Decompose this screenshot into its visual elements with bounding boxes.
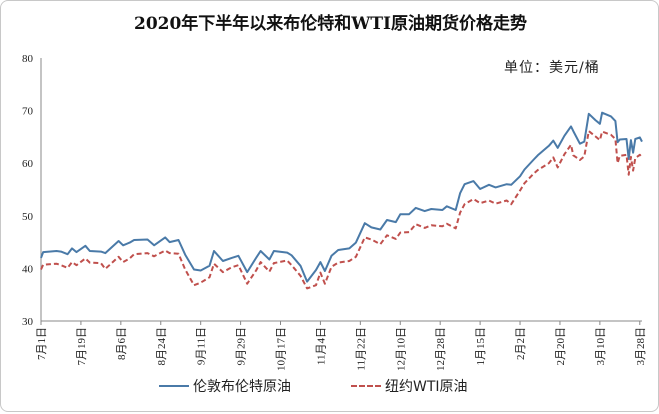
y-tick-label: 70 (22, 106, 34, 118)
legend-item-wti: 纽约WTI原油 (351, 376, 468, 396)
legend-swatch-wti (351, 385, 381, 387)
series-line-wti (40, 130, 643, 290)
x-tick-label: 9月29日 (236, 327, 248, 366)
legend-swatch-brent (159, 385, 189, 387)
legend-label-brent: 伦敦布伦特原油 (193, 379, 291, 395)
x-tick-label: 9月11日 (196, 327, 208, 365)
legend-item-brent: 伦敦布伦特原油 (159, 376, 291, 396)
x-tick-label: 8月24日 (156, 327, 168, 366)
x-tick-label: 11月22日 (355, 327, 367, 371)
x-tick-label: 11月4日 (315, 327, 327, 365)
unit-label: 单位：美元/桶 (504, 60, 600, 76)
x-tick-label: 2月2日 (515, 327, 527, 360)
legend-label-wti: 纽约WTI原油 (385, 379, 468, 395)
x-tick-label: 3月28日 (635, 327, 647, 366)
x-tick-label: 3月10日 (595, 327, 607, 366)
x-tick-label: 1月15日 (475, 327, 487, 366)
chart-title: 2020年下半年以来布伦特和WTI原油期货价格走势 (133, 14, 527, 34)
y-tick-label: 30 (22, 316, 34, 328)
x-tick-label: 10月17日 (276, 327, 288, 371)
x-tick-label: 12月28日 (435, 327, 447, 371)
y-tick-label: 80 (22, 53, 34, 65)
y-tick-label: 40 (22, 263, 34, 275)
y-tick-label: 60 (22, 158, 34, 170)
x-tick-label: 2月20日 (555, 327, 567, 366)
x-tick-label: 12月10日 (395, 327, 407, 371)
x-tick-label: 7月1日 (36, 327, 48, 360)
series-line-brent (40, 111, 643, 283)
x-tick-label: 7月19日 (76, 327, 88, 366)
y-tick-label: 50 (22, 211, 34, 223)
x-tick-label: 8月6日 (116, 327, 128, 360)
